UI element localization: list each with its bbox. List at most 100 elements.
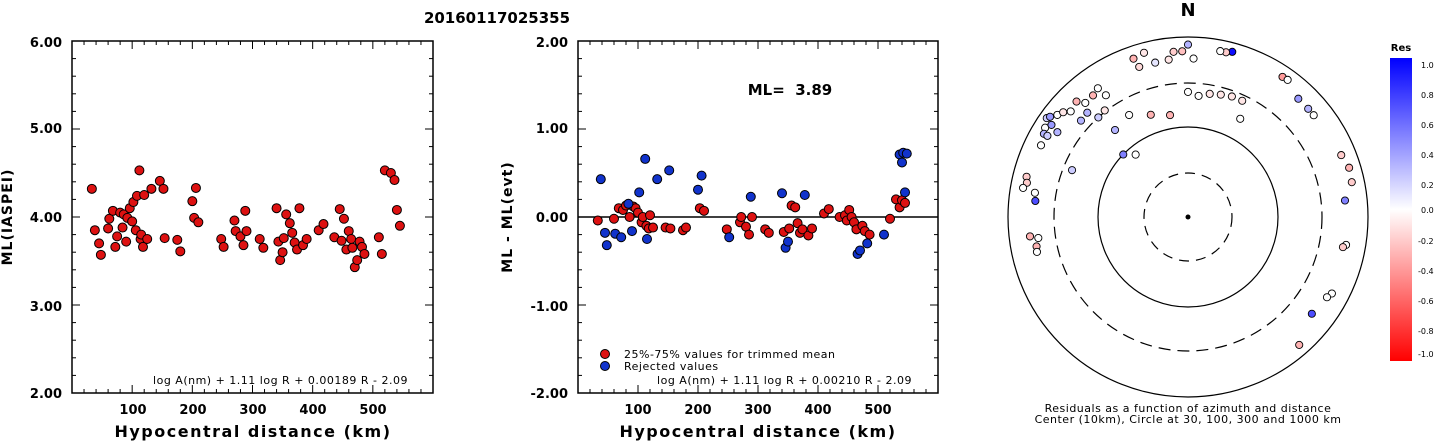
station-points [1019,40,1356,349]
ml-data-point [346,234,357,244]
y-tick-label: 1.00 [536,122,568,137]
x-tick-label: 400 [299,403,326,418]
colorbar-tick-label: -1.0 [1418,350,1434,359]
ml-data-point [121,236,132,247]
ml-data-point [352,255,363,266]
colorbar-tick-label: -0.4 [1418,267,1434,276]
rejected-data-point [897,157,907,168]
ml-data-point [229,215,240,226]
station-point [1034,233,1043,243]
rejected-data-point [724,232,735,243]
legend-marker-rejected [600,361,610,371]
ml-data-point [127,216,138,227]
ml-data-point [284,218,295,229]
range-ring-30km [1143,172,1233,262]
legend-marker-trimmed [600,349,610,359]
rejected-data-point [623,198,634,209]
ml-data-point [175,246,186,257]
ml-annotation: ML= 3.89 [748,81,833,99]
panel-azimuth-residual-map: N Residuals as a function of azimuth and… [1007,0,1369,426]
y-tick-label: 6.00 [30,36,62,51]
y-tick-labels: 6.00 5.00 4.00 3.00 2.00 [30,36,62,402]
station-point [1183,87,1193,96]
station-point [1067,166,1077,175]
range-ring-1000km [1007,36,1369,398]
station-point [1347,178,1356,187]
ml-data-point [281,209,292,220]
ml-data-point [193,217,204,228]
panel-residual-vs-distance: 2.00 1.00 0.00 -1.00 -2.00 100 200 300 4… [500,36,939,441]
colorbar-tick-label: 0.6 [1421,121,1434,130]
ml-data-point [137,241,148,252]
station-point [1047,120,1056,129]
ml-data-point [172,234,183,245]
y-tick-label: 2.00 [30,387,62,402]
y-tick-labels: 2.00 1.00 0.00 -1.00 -2.00 [531,36,568,402]
colorbar-tick-label: 0.4 [1421,151,1434,160]
colorbar-tick-label: 0.2 [1421,181,1434,190]
station-point [1236,114,1245,123]
station-point [1283,75,1292,84]
station-point [1238,96,1247,105]
ml-data-point [142,234,153,244]
x-tick-label: 200 [684,403,711,418]
station-point [1227,92,1236,101]
epicenter-dot [1185,214,1191,220]
station-point [1019,183,1028,192]
tick-marks [71,40,434,394]
station-point [1072,97,1081,106]
ml-data-point [278,233,289,244]
station-point [1216,47,1225,56]
ml-data-point [287,227,298,238]
panel-ml-vs-distance: 6.00 5.00 4.00 3.00 2.00 100 200 300 400… [0,36,434,441]
x-axis-label: Hypocentral distance (km) [619,422,896,441]
ml-data-point [158,183,169,194]
station-point [1216,90,1225,99]
x-tick-label: 100 [119,403,146,418]
trimmed-data-point [747,212,757,222]
rejected-data-point [634,187,645,198]
rejected-data-point [696,170,707,181]
colorbar-title: Res [1391,43,1411,54]
x-tick-label: 500 [359,403,386,418]
colorbar-tick-label: -0.2 [1418,237,1434,246]
rejected-data-point [879,229,889,240]
station-point [1307,309,1316,318]
range-ring-300km [1053,82,1323,352]
ml-data-point [258,242,269,253]
data-points [86,165,405,273]
station-point [1178,47,1187,56]
trimmed-data-point [885,213,895,224]
colorbar: Res 1.0 0.8 0.6 0.4 0.2 0.0 -0.2 -0.4 -0… [1390,43,1434,361]
x-tick-labels: 100 200 300 400 500 [624,403,891,418]
colorbar-tick-label: 0.0 [1421,206,1434,215]
rejected-data-point [616,232,627,243]
station-point [1043,131,1052,140]
station-point [1093,84,1102,93]
station-point [1125,110,1134,120]
y-axis-label: ML(IASPEI) [0,169,16,266]
rejected-data-point [901,148,912,159]
x-tick-label: 300 [744,403,771,418]
ml-data-point [86,183,97,194]
rejected-data-point [652,174,663,185]
north-label: N [1180,0,1195,21]
caption-line-2: Center (10km), Circle at 30, 100, 300 an… [1035,413,1342,426]
station-point [1304,104,1313,113]
rejected-data-point [664,165,675,176]
station-point [1183,40,1193,49]
ml-data-point [94,238,105,249]
legend: 25%-75% values for trimmed mean Rejected… [600,348,835,373]
station-point [1110,125,1120,135]
rejected-data-point [855,245,865,256]
ml-data-point [240,205,251,216]
trimmed-data-point [736,212,747,222]
figure-title: 20160117025355 [424,9,570,27]
rejected-data-point [783,236,793,247]
station-point [1169,47,1178,56]
station-point [1059,108,1068,117]
station-point [1053,128,1062,137]
station-point [1046,112,1055,121]
station-point [1119,150,1128,159]
